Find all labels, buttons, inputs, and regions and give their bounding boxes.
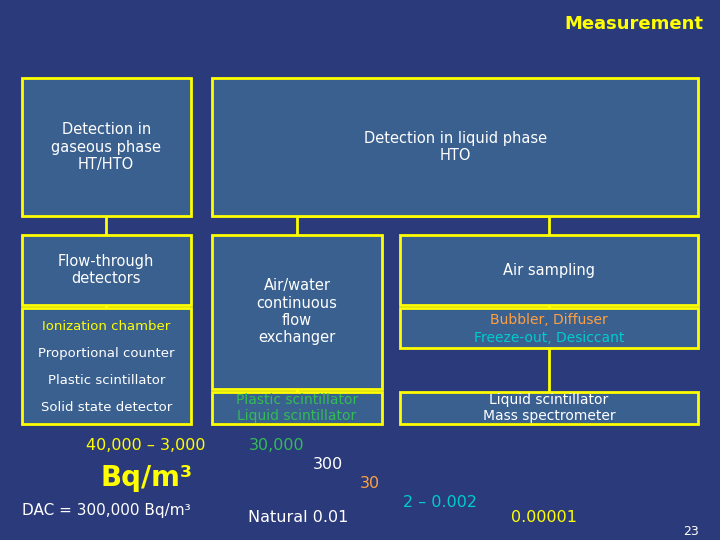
FancyBboxPatch shape: [212, 78, 698, 216]
FancyBboxPatch shape: [22, 235, 191, 305]
Text: 23: 23: [683, 525, 699, 538]
Text: Bq/m³: Bq/m³: [101, 464, 193, 492]
Text: Plastic scintillator
Liquid scintillator: Plastic scintillator Liquid scintillator: [236, 393, 358, 423]
FancyBboxPatch shape: [22, 308, 191, 424]
Text: Bubbler, Diffuser: Bubbler, Diffuser: [490, 313, 608, 327]
Text: Natural 0.01: Natural 0.01: [248, 510, 348, 525]
Text: Freeze-out, Desiccant: Freeze-out, Desiccant: [474, 331, 624, 345]
Text: Solid state detector: Solid state detector: [40, 401, 172, 414]
FancyBboxPatch shape: [212, 235, 382, 389]
Text: 0.00001: 0.00001: [511, 510, 577, 525]
Text: Measurement: Measurement: [564, 15, 703, 33]
Text: Proportional counter: Proportional counter: [38, 347, 174, 360]
Text: 2 – 0.002: 2 – 0.002: [403, 495, 477, 510]
Text: Flow-through
detectors: Flow-through detectors: [58, 254, 154, 286]
Text: 40,000 – 3,000: 40,000 – 3,000: [86, 438, 206, 453]
FancyBboxPatch shape: [212, 392, 382, 424]
FancyBboxPatch shape: [400, 392, 698, 424]
Text: 30: 30: [360, 476, 380, 491]
Text: 300: 300: [313, 457, 343, 472]
Text: Air/water
continuous
flow
exchanger: Air/water continuous flow exchanger: [256, 278, 338, 346]
FancyBboxPatch shape: [22, 78, 191, 216]
Text: Ionization chamber: Ionization chamber: [42, 320, 171, 333]
Text: DAC = 300,000 Bq/m³: DAC = 300,000 Bq/m³: [22, 503, 190, 518]
Text: 30,000: 30,000: [248, 438, 304, 453]
Text: Detection in
gaseous phase
HT/HTO: Detection in gaseous phase HT/HTO: [51, 122, 161, 172]
FancyBboxPatch shape: [400, 308, 698, 348]
FancyBboxPatch shape: [400, 235, 698, 305]
Text: Plastic scintillator: Plastic scintillator: [48, 374, 165, 387]
Text: Liquid scintillator
Mass spectrometer: Liquid scintillator Mass spectrometer: [482, 393, 616, 423]
Text: Air sampling: Air sampling: [503, 262, 595, 278]
Text: Detection in liquid phase
HTO: Detection in liquid phase HTO: [364, 131, 547, 163]
